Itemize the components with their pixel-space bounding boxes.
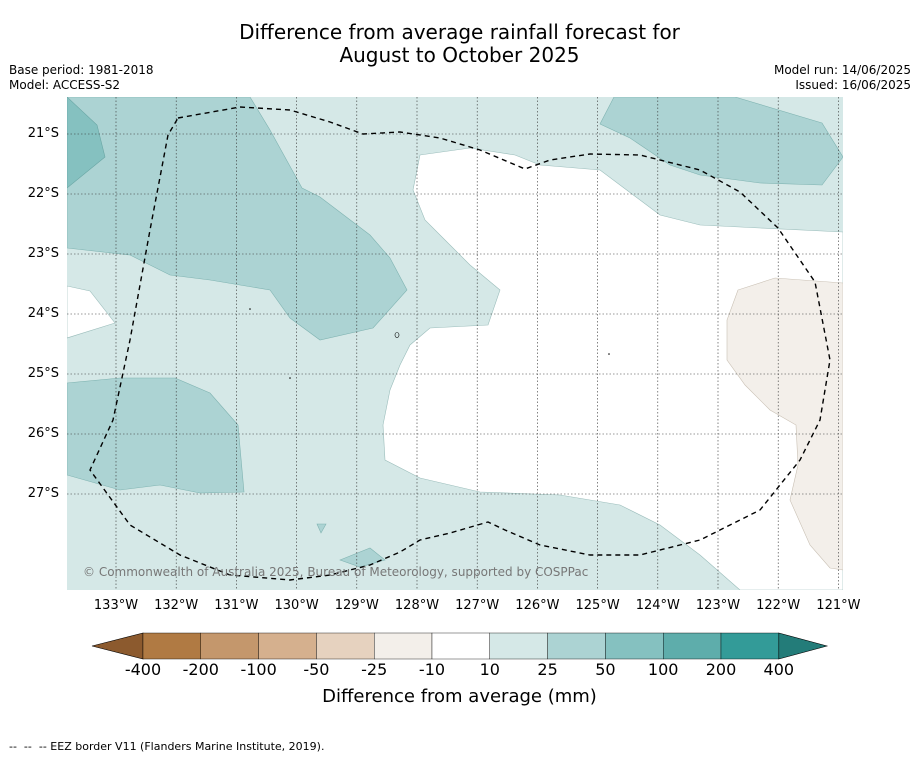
- region-minus-10-to-10-west: [67, 285, 116, 339]
- colorbar-tick-label: 10: [479, 660, 500, 679]
- longitude-label: 123°W: [695, 598, 741, 613]
- longitude-label: 131°W: [214, 598, 259, 613]
- rainfall-map: [67, 97, 843, 590]
- latitude-label: 25°S: [27, 366, 59, 381]
- longitude-label: 124°W: [635, 598, 680, 613]
- longitude-label: 132°W: [154, 598, 199, 613]
- colorbar-swatch: [547, 632, 606, 660]
- region-minus-10-to-10: [382, 147, 843, 590]
- colorbar-tick-label: 200: [705, 660, 737, 679]
- base-period-text: Base period: 1981-2018: [9, 63, 154, 77]
- colorbar-swatch: [200, 632, 259, 660]
- colorbar-swatch: [258, 632, 317, 660]
- colorbar-tick-label: -200: [182, 660, 219, 679]
- longitude-label: 122°W: [756, 598, 801, 613]
- colorbar-tick-label: 100: [647, 660, 679, 679]
- colorbar-swatch: [431, 632, 490, 660]
- issued-text: Issued: 16/06/2025: [795, 78, 911, 92]
- region-25-to-50-southwest: [67, 377, 245, 494]
- latitude-label: 27°S: [27, 486, 59, 501]
- region-50-to-100-northwest: [67, 97, 106, 189]
- graticule: [67, 97, 843, 590]
- map-title-line-2: August to October 2025: [339, 43, 580, 67]
- longitude-label: 125°W: [575, 598, 620, 613]
- colorbar-swatch: [605, 632, 664, 660]
- latitude-label: 26°S: [27, 426, 59, 441]
- colorbar-extend-low: [91, 632, 144, 660]
- colorbar-tick-label: 50: [595, 660, 616, 679]
- colorbar-tick-label: -25: [361, 660, 388, 679]
- longitude-label: 130°W: [274, 598, 319, 613]
- colorbar-swatch: [374, 632, 433, 660]
- region-25-to-50-northeast: [599, 97, 843, 186]
- latitude-label: 22°S: [27, 186, 59, 201]
- region-25-to-50-northwest: [67, 97, 408, 341]
- longitude-label: 128°W: [394, 598, 440, 613]
- longitude-label: 129°W: [334, 598, 379, 613]
- longitude-label: 126°W: [515, 598, 560, 613]
- colorbar-tick-label: 400: [763, 660, 795, 679]
- colorbar-tick-label: -50: [303, 660, 330, 679]
- latitude-label: 21°S: [27, 126, 59, 141]
- longitude-label: 127°W: [455, 598, 500, 613]
- longitude-label: 133°W: [93, 598, 139, 613]
- colorbar: [91, 632, 829, 660]
- meta-right: Model run: 14/06/2025 Issued: 16/06/2025: [774, 63, 911, 93]
- colorbar-tick-label: -10: [418, 660, 446, 679]
- eez-legend-text: -- -- -- EEZ border V11 (Flanders Marine…: [9, 740, 325, 753]
- colorbar-extend-high: [778, 632, 829, 660]
- small-patch: [339, 547, 386, 568]
- model-text: Model: ACCESS-S2: [9, 78, 121, 92]
- copyright-text: © Commonwealth of Australia 2025, Bureau…: [83, 565, 589, 579]
- small-patch: [316, 523, 327, 534]
- colorbar-swatch: [316, 632, 375, 660]
- colorbar-swatch: [663, 632, 722, 660]
- latitude-label: 24°S: [27, 306, 59, 321]
- eez-boundary: [89, 106, 831, 581]
- colorbar-swatch: [720, 632, 779, 660]
- longitude-label: 121°W: [816, 598, 861, 613]
- colorbar-swatch: [142, 632, 201, 660]
- island-marker: [249, 308, 251, 310]
- colorbar-tick-label: -400: [124, 660, 162, 679]
- region-minus-25-to-minus-10: [726, 277, 843, 571]
- map-title-line-1: Difference from average rainfall forecas…: [239, 20, 680, 44]
- island-marker: [289, 377, 291, 379]
- colorbar-tick-label: 25: [537, 660, 558, 679]
- meta-left: Base period: 1981-2018 Model: ACCESS-S2: [9, 63, 154, 93]
- colorbar-title: Difference from average (mm): [322, 686, 597, 707]
- colorbar-tick-label: -100: [240, 660, 277, 679]
- colorbar-swatch: [489, 632, 548, 660]
- latitude-label: 23°S: [27, 246, 59, 261]
- island-marker: [394, 332, 400, 338]
- model-run-text: Model run: 14/06/2025: [773, 63, 911, 77]
- island-marker: [608, 353, 610, 355]
